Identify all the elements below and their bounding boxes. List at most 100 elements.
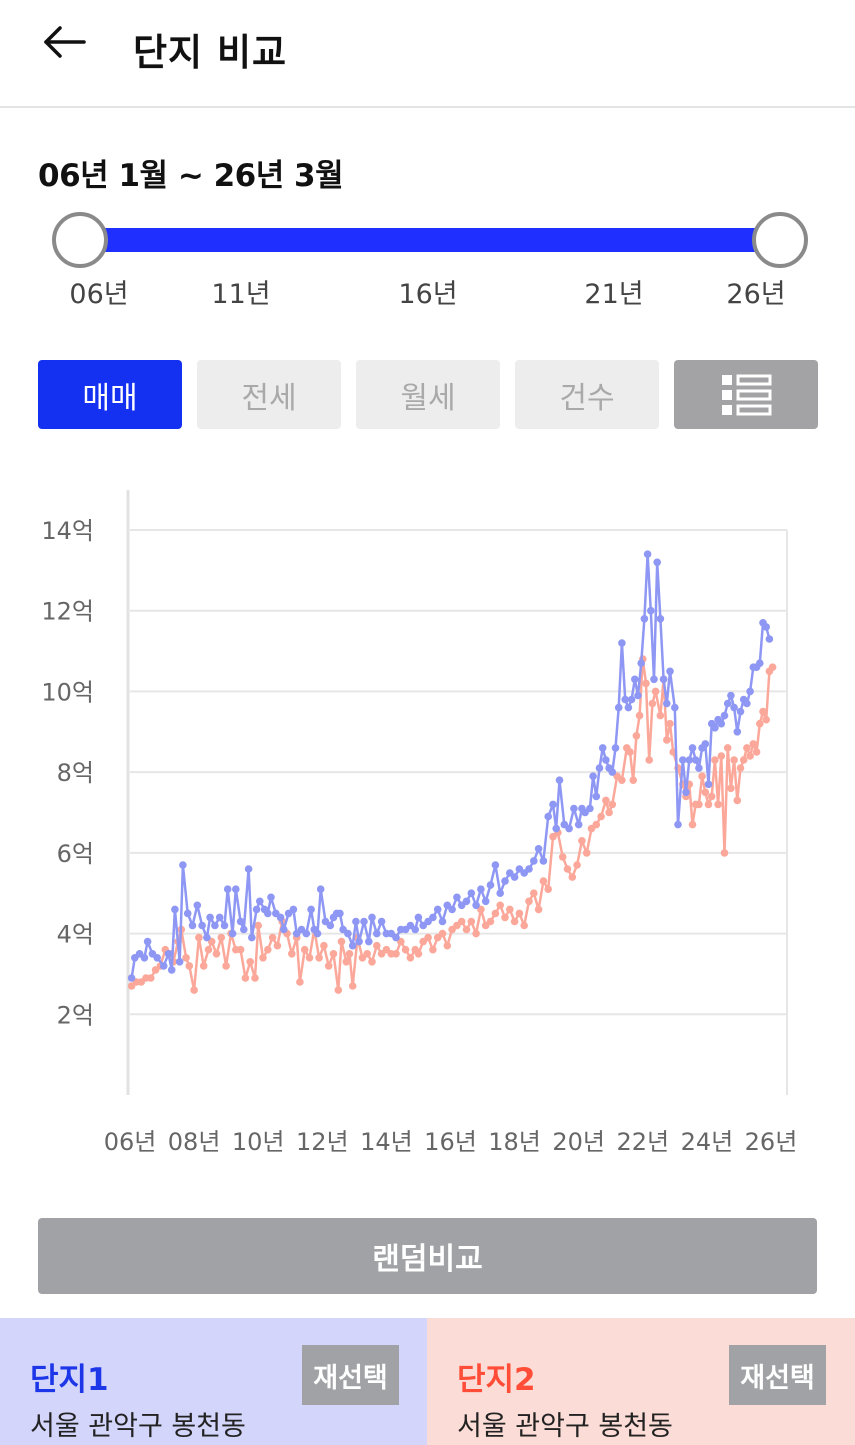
series-1-point: [414, 913, 423, 922]
series-1-point: [220, 921, 229, 930]
series-2-point: [182, 954, 190, 962]
series-1-point: [765, 635, 774, 643]
series-2-point: [756, 719, 764, 728]
series-1-point: [255, 897, 264, 906]
series-2-point: [501, 913, 509, 922]
series-2-point: [195, 933, 203, 942]
x-tick-label: 12년: [296, 1128, 349, 1156]
series-2-point: [246, 958, 254, 966]
series-1-point: [730, 703, 738, 712]
series-1-point: [481, 897, 490, 906]
list-view-button[interactable]: [674, 360, 818, 429]
series-2-point: [629, 776, 637, 784]
period-range-slider[interactable]: [52, 210, 808, 270]
series-2-point: [608, 800, 617, 809]
complex-1-panel: 단지1 서울 관악구 봉천동 재선택: [0, 1318, 428, 1445]
series-1-point: [565, 824, 573, 833]
series-2-point: [406, 954, 415, 962]
series-1-point: [348, 941, 357, 950]
series-1-point: [240, 925, 248, 934]
series-1-point: [127, 974, 136, 982]
series-2-point: [663, 736, 671, 744]
series-1-point: [438, 917, 447, 926]
series-1-point: [695, 764, 703, 772]
series-1-point: [472, 901, 480, 910]
series-2-point: [707, 792, 716, 801]
series-2-point: [720, 849, 729, 857]
series-2-point: [251, 974, 259, 982]
tab-monthly-rent[interactable]: 월세: [356, 360, 500, 429]
series-1-point: [762, 623, 770, 631]
series-1-point: [539, 857, 548, 865]
tab-jeonse[interactable]: 전세: [197, 360, 341, 429]
series-1-point: [618, 639, 626, 647]
series-1-point: [733, 728, 742, 736]
series-2-point: [241, 974, 250, 982]
series-1-point: [608, 768, 617, 776]
slider-end-handle[interactable]: [752, 212, 808, 268]
complex-2-reselect-button[interactable]: 재선택: [729, 1345, 826, 1405]
series-1-point: [171, 905, 179, 914]
slider-tick-label: 06년: [69, 279, 129, 310]
series-1-point: [167, 966, 176, 974]
series-1-point: [140, 954, 149, 962]
series-2-point: [264, 945, 272, 954]
series-1-point: [365, 937, 373, 946]
x-tick-label: 20년: [552, 1128, 605, 1156]
series-2-point: [254, 921, 262, 930]
series-2-point: [334, 986, 343, 994]
series-2-point: [749, 740, 758, 748]
series-2-point: [698, 772, 706, 780]
series-2-point: [539, 877, 548, 885]
y-tick-label: 8억: [57, 759, 94, 787]
series-2-point: [704, 800, 713, 809]
series-1-point: [211, 921, 219, 930]
slider-tick-label: 26년: [726, 279, 786, 310]
series-2-point: [602, 796, 610, 805]
series-2-point: [363, 950, 372, 958]
complex-1-reselect-button[interactable]: 재선택: [302, 1345, 399, 1405]
series-1-point: [336, 909, 344, 918]
series-1-point: [598, 744, 607, 752]
series-1-point: [193, 901, 202, 910]
series-2-point: [496, 901, 505, 910]
series-1-point: [232, 885, 240, 893]
tab-count[interactable]: 건수: [515, 360, 659, 429]
series-1-point: [183, 909, 192, 918]
series-2-point: [259, 954, 267, 962]
series-1-point: [496, 889, 505, 897]
series-1-point: [302, 929, 311, 938]
slider-track-fill: [80, 228, 780, 252]
series-1-point: [360, 917, 368, 926]
series-2-point: [717, 752, 726, 760]
random-compare-button[interactable]: 랜덤비교: [38, 1218, 817, 1294]
series-2-point: [429, 945, 437, 954]
series-1-point: [159, 962, 168, 970]
series-1-point: [640, 615, 649, 623]
series-1-point: [589, 772, 597, 780]
series-1-point: [634, 691, 642, 700]
series-2-point: [578, 837, 586, 845]
series-2-point: [525, 897, 533, 906]
series-1-point: [637, 659, 645, 667]
y-tick-label: 14억: [41, 517, 94, 545]
series-1-point: [236, 917, 245, 926]
series-2-point: [491, 909, 500, 918]
series-1-point: [704, 780, 713, 789]
series-1-point: [179, 861, 187, 869]
series-2-point: [534, 905, 543, 914]
tab-sale[interactable]: 매매: [38, 360, 182, 429]
series-1-point: [631, 675, 639, 684]
series-1-point: [534, 845, 543, 853]
series-1-point: [643, 550, 652, 558]
series-1-point: [491, 861, 500, 869]
series-1-point: [344, 929, 352, 938]
slider-start-handle[interactable]: [52, 212, 108, 268]
series-2-point: [342, 958, 351, 966]
series-1-point: [276, 913, 285, 922]
series-1-point: [373, 929, 381, 938]
arrow-left-icon[interactable]: [40, 22, 90, 62]
series-2-point: [185, 962, 194, 970]
complex-1-address: 서울 관악구 봉천동: [30, 1411, 246, 1442]
series-1-point: [355, 937, 363, 946]
